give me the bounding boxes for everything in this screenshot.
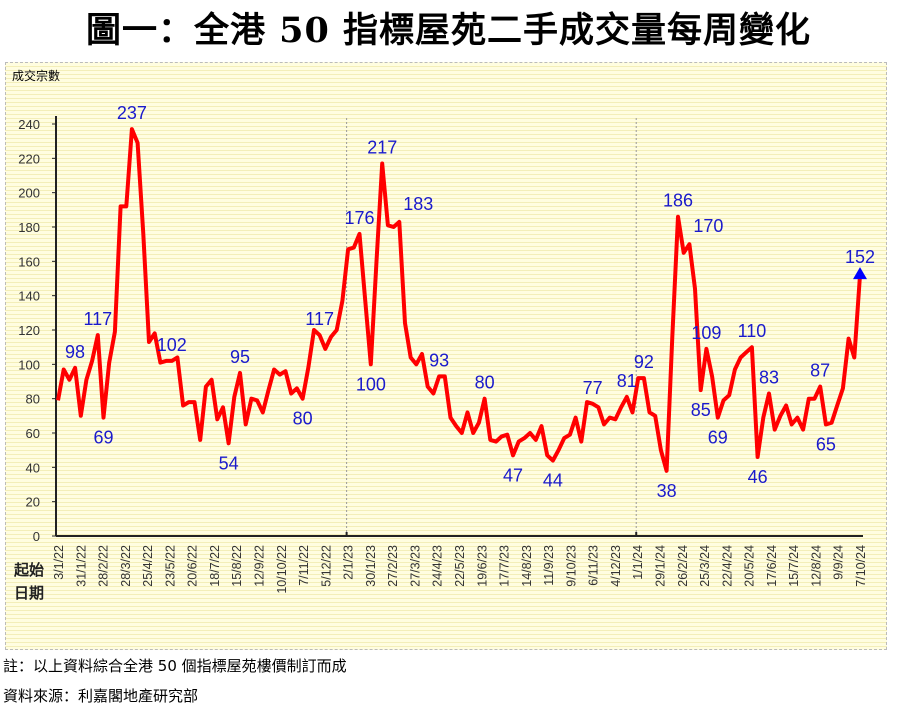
x-tick-label: 12/8/24 xyxy=(809,545,823,587)
y-tick-label: 20 xyxy=(26,495,40,510)
data-label: 237 xyxy=(117,103,147,123)
y-axis-label: 成交宗數 xyxy=(12,68,60,83)
x-tick-label: 6/11/23 xyxy=(587,545,601,586)
data-label: 93 xyxy=(429,350,449,370)
x-tick-label: 5/12/22 xyxy=(319,545,333,587)
data-label: 44 xyxy=(543,470,563,490)
source-note: 資料來源：利嘉閣地產研究部 xyxy=(3,687,199,705)
x-tick-label: 23/5/22 xyxy=(163,545,177,587)
x-tick-label: 24/4/23 xyxy=(431,545,445,587)
data-label: 183 xyxy=(403,194,433,214)
x-tick-label: 7/10/24 xyxy=(854,545,868,587)
data-label: 80 xyxy=(293,409,313,429)
data-label: 110 xyxy=(738,321,767,341)
x-tick-label: 1/1/24 xyxy=(631,545,645,580)
data-label: 85 xyxy=(691,400,711,420)
data-label: 92 xyxy=(634,352,654,372)
y-tick-label: 180 xyxy=(18,220,40,235)
x-tick-label: 22/4/24 xyxy=(720,545,734,587)
x-axis-label-line2: 日期 xyxy=(14,584,44,602)
x-tick-label: 17/6/24 xyxy=(765,545,779,587)
x-tick-label: 28/2/22 xyxy=(97,545,111,587)
data-label: 109 xyxy=(691,323,721,343)
data-label: 69 xyxy=(708,428,728,448)
y-tick-label: 120 xyxy=(18,323,40,338)
data-label: 77 xyxy=(583,378,603,398)
data-label: 100 xyxy=(356,374,386,394)
y-tick-label: 140 xyxy=(18,289,40,304)
y-tick-label: 240 xyxy=(18,117,40,132)
data-label: 81 xyxy=(617,371,637,391)
data-label: 46 xyxy=(748,467,768,487)
x-tick-label: 9/10/23 xyxy=(564,545,578,587)
data-label: 54 xyxy=(219,453,239,473)
data-label: 65 xyxy=(816,434,836,454)
y-tick-label: 40 xyxy=(26,460,40,475)
y-tick-label: 60 xyxy=(26,426,40,441)
x-axis-label-line1: 起始 xyxy=(13,561,44,579)
x-tick-label: 11/9/23 xyxy=(542,545,556,586)
data-label: 217 xyxy=(367,137,397,157)
data-label: 83 xyxy=(759,368,779,388)
data-label: 47 xyxy=(503,465,523,485)
x-tick-label: 31/1/22 xyxy=(74,545,88,587)
y-tick-label: 0 xyxy=(33,529,40,544)
x-tick-label: 4/12/23 xyxy=(609,545,623,587)
data-label: 80 xyxy=(475,373,495,393)
y-tick-label: 100 xyxy=(18,357,40,372)
x-tick-label: 20/6/22 xyxy=(186,545,200,587)
data-label: 98 xyxy=(65,342,85,362)
x-tick-label: 19/6/23 xyxy=(475,545,489,587)
data-label: 69 xyxy=(93,428,113,448)
data-label: 152 xyxy=(845,247,875,267)
x-tick-label: 12/9/22 xyxy=(253,545,267,587)
x-tick-label: 26/2/24 xyxy=(676,545,690,587)
x-tick-label: 14/8/23 xyxy=(520,545,534,587)
x-tick-label: 20/5/24 xyxy=(743,545,757,587)
footnote: 註：以上資料綜合全港 50 個指標屋苑樓價制訂而成 xyxy=(3,657,347,675)
data-label: 87 xyxy=(810,361,830,381)
x-tick-label: 29/1/24 xyxy=(654,545,668,587)
y-tick-label: 80 xyxy=(26,392,40,407)
chart-title: 圖一：全港 50 指標屋苑二手成交量每周變化 xyxy=(85,10,812,51)
y-tick-label: 200 xyxy=(18,186,40,201)
data-label: 170 xyxy=(693,216,723,236)
data-label: 102 xyxy=(157,335,187,355)
x-tick-label: 25/3/24 xyxy=(698,545,712,587)
x-tick-label: 30/1/23 xyxy=(364,545,378,587)
data-label: 95 xyxy=(230,347,250,367)
x-tick-label: 22/5/23 xyxy=(453,545,467,587)
x-tick-label: 15/8/22 xyxy=(230,545,244,587)
data-label: 117 xyxy=(83,309,112,329)
x-tick-label: 27/3/23 xyxy=(408,545,422,587)
x-tick-label: 28/3/22 xyxy=(119,545,133,587)
y-tick-label: 160 xyxy=(18,254,40,269)
x-tick-label: 3/1/22 xyxy=(52,545,66,580)
x-tick-label: 7/11/22 xyxy=(297,545,311,586)
x-tick-label: 10/10/22 xyxy=(275,545,289,594)
x-tick-label: 27/2/23 xyxy=(386,545,400,587)
x-tick-label: 25/4/22 xyxy=(141,545,155,587)
x-tick-label: 17/7/23 xyxy=(498,545,512,587)
y-tick-label: 220 xyxy=(18,151,40,166)
data-label: 38 xyxy=(657,481,677,501)
data-label: 117 xyxy=(305,309,334,329)
x-tick-label: 2/1/23 xyxy=(342,545,356,580)
x-tick-label: 15/7/24 xyxy=(787,545,801,587)
data-label: 186 xyxy=(663,191,693,211)
x-tick-label: 18/7/22 xyxy=(208,545,222,587)
x-tick-label: 9/9/24 xyxy=(832,545,846,580)
latest-marker-triangle-icon xyxy=(853,267,867,280)
data-label: 176 xyxy=(344,208,374,228)
series-line xyxy=(56,127,862,473)
